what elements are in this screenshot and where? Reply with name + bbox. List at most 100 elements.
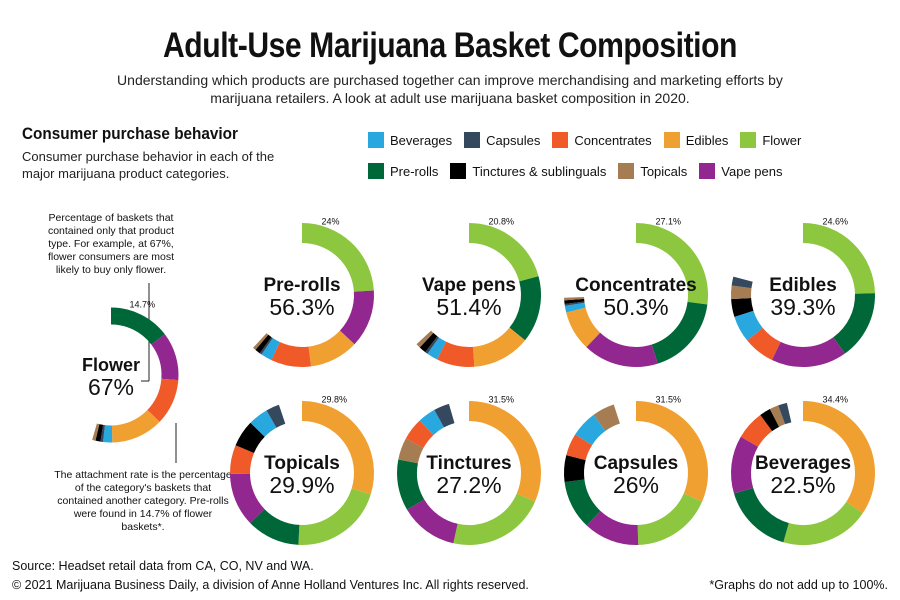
legend-label: Beverages (390, 132, 453, 148)
legend-item-pre-rolls: Pre-rolls (368, 163, 438, 179)
slice-beverages (419, 409, 445, 436)
center-alone-value: 56.3% (269, 294, 334, 320)
top-attachment-label: 31.5% (655, 395, 681, 405)
slice-vape-pens (586, 510, 639, 545)
slice-pre-rolls (397, 459, 425, 510)
slice-flower (637, 493, 703, 545)
slice-topicals (593, 404, 621, 432)
slice-edibles (468, 401, 541, 502)
legend-item-beverages: Beverages (368, 132, 452, 148)
legend: Beverages Capsules Concentrates Edibles … (368, 130, 888, 192)
annotation-alone-explainer: Percentage of baskets that contained onl… (47, 212, 175, 276)
annotation-attachment-explainer: The attachment rate is the percentage of… (54, 469, 232, 533)
legend-item-topicals: Topicals (618, 163, 687, 179)
center-category-name: Pre-rolls (263, 275, 340, 296)
slice-flower (468, 223, 539, 282)
page-subtitle: Understanding which products are purchas… (117, 72, 783, 106)
legend-label: Capsules (486, 132, 541, 148)
slice-topicals (416, 330, 434, 348)
slice-pre-rolls (250, 508, 300, 545)
slice-topicals (253, 333, 269, 350)
top-attachment-label: 24% (321, 217, 339, 227)
slice-edibles (301, 401, 374, 495)
top-attachment-label: 31.5% (488, 395, 514, 405)
legend-swatch (740, 132, 757, 148)
center-category-name: Concentrates (575, 275, 696, 296)
slice-beverages (564, 302, 586, 313)
legend-item-tinctures: Tinctures & sublinguals (450, 163, 606, 179)
legend-swatch (368, 163, 384, 179)
slice-pre-rolls (509, 276, 541, 341)
slice-beverages (427, 337, 447, 360)
slice-tinctures-sublinguals (564, 455, 586, 483)
slice-concentrates (437, 341, 475, 367)
footer-note: *Graphs do not add up to 100%. (709, 578, 888, 592)
slice-topicals (398, 438, 424, 464)
slice-beverages (250, 410, 277, 437)
legend-label: Tinctures & sublinguals (472, 163, 607, 179)
legend-swatch (450, 163, 467, 179)
slice-vape-pens (339, 290, 374, 345)
center-category-name: Tinctures (426, 453, 511, 474)
legend-swatch (464, 132, 481, 148)
slice-concentrates (230, 445, 255, 475)
slice-tinctures-sublinguals (95, 424, 104, 442)
legend-item-capsules: Capsules (464, 132, 540, 148)
slice-capsules (434, 403, 455, 428)
slice-capsules (731, 276, 753, 289)
center-category-name: Flower (82, 355, 140, 375)
legend-swatch (368, 132, 384, 148)
slice-capsules (778, 402, 792, 425)
slice-beverages (575, 414, 606, 446)
slice-topicals (92, 423, 100, 441)
slice-flower (453, 493, 536, 545)
legend-label: Edibles (685, 132, 729, 148)
slice-capsules (425, 336, 440, 354)
top-attachment-label: 34.4% (822, 395, 848, 405)
center-alone-value: 26% (613, 472, 659, 498)
legend-swatch (618, 163, 635, 179)
legend-row-1: Beverages Capsules Concentrates Edibles … (368, 130, 888, 150)
slice-beverages (261, 337, 281, 361)
slice-tinctures-sublinguals (760, 409, 780, 432)
slice-capsules (259, 337, 273, 355)
slice-topicals (769, 405, 786, 427)
section-description: Consumer purchase behavior in each of th… (22, 149, 275, 181)
slice-capsules (266, 404, 286, 428)
slice-topicals (731, 285, 752, 300)
slice-tinctures-sublinguals (255, 334, 272, 354)
center-category-name: Edibles (769, 275, 837, 296)
slice-concentrates (747, 327, 781, 360)
slice-concentrates (740, 415, 773, 448)
slice-pre-rolls (564, 479, 601, 526)
slice-vape-pens (407, 499, 459, 544)
center-category-name: Beverages (755, 453, 851, 474)
legend-swatch (699, 163, 716, 179)
legend-item-flower: Flower (740, 132, 801, 148)
center-alone-value: 67% (88, 374, 134, 400)
legend-item-edibles: Edibles (663, 132, 729, 148)
top-attachment-label: 20.8% (488, 217, 514, 227)
slice-tinctures-sublinguals (731, 297, 754, 317)
legend-label: Concentrates (574, 132, 652, 148)
slice-tinctures-sublinguals (235, 422, 266, 454)
section-heading: Consumer purchase behavior (22, 124, 238, 143)
slice-flower (783, 501, 863, 545)
slice-pre-rolls (651, 301, 708, 364)
page-title: Adult-Use Marijuana Basket Composition (162, 26, 738, 65)
slice-flower (301, 223, 374, 293)
slice-pre-rolls (733, 487, 790, 543)
legend-label: Pre-rolls (390, 163, 439, 179)
legend-label: Vape pens (721, 163, 783, 179)
center-category-name: Topicals (264, 453, 340, 474)
slice-edibles (308, 330, 355, 367)
